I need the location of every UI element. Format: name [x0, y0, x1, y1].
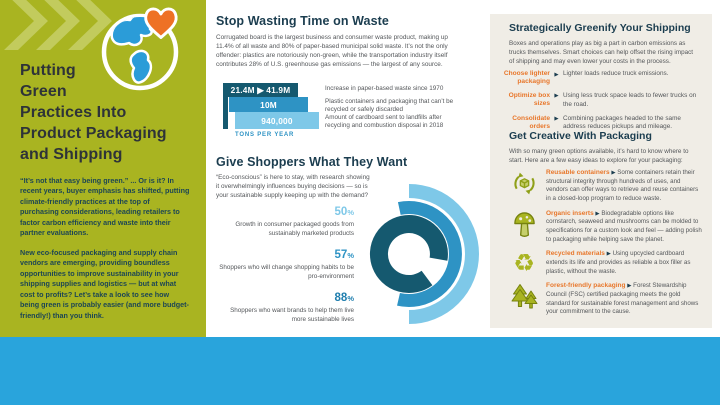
tip-text: Combining packages headed to the same ad… [563, 114, 681, 131]
bar-paper-waste: 21.4M ▶ 41.9M [223, 83, 298, 97]
stat-label: Growth in consumer packaged goods from s… [235, 221, 354, 237]
section-heading-waste: Stop Wasting Time on Waste [216, 14, 389, 28]
arrow-icon: ▶ [611, 170, 616, 176]
bar-chart-unit-label: TONS PER YEAR [235, 132, 295, 138]
recycle-icon: ♻ [513, 249, 535, 278]
idea-label: Organic inserts [546, 209, 594, 217]
tip-text: Lighter loads reduce truck emissions. [563, 70, 669, 77]
tip-label: Consolidate orders [512, 114, 550, 130]
bar-plastic-waste: 10M [229, 97, 308, 112]
shopper-stats-list: 50% Growth in consumer packaged goods fr… [216, 202, 354, 331]
idea-text: Reusable containers ▶ Some containers re… [546, 168, 704, 204]
tip-label: Choose lighter packaging [503, 70, 550, 86]
stat-value: 88 [334, 292, 348, 304]
waste-bar-chart: 21.4M ▶ 41.9M 10M 940,000 Increase in pa… [223, 81, 468, 143]
stat-88-percent: 88% Shoppers who want brands to help the… [216, 288, 354, 324]
stat-suffix: % [347, 251, 354, 260]
shoppers-intro-text: “Eco-conscious” is here to stay, with re… [216, 174, 370, 200]
right-panel: Strategically Greenify Your Shipping Box… [490, 14, 712, 328]
waste-intro-text: Corrugated board is the largest business… [216, 34, 448, 69]
bar-label-plastic: Plastic containers and packaging that ca… [325, 98, 454, 114]
section-heading-creative: Get Creative With Packaging [509, 130, 652, 142]
tip-text: Using less truck space leads to fewer tr… [563, 91, 697, 108]
reusable-containers-icon [502, 168, 546, 204]
creative-intro-text: With so many green options available, it… [509, 148, 689, 164]
footer-bar: WORLDWIDE EXPRESS® Eco-friendly shipping… [0, 337, 720, 405]
idea-description: Forest Stewardship Council (FSC) certifi… [546, 282, 699, 316]
idea-text: Organic inserts ▶ Biodegradable options … [546, 209, 704, 245]
arrow-icon: ▶ [595, 210, 600, 217]
packaging-ideas-list: Reusable containers ▶ Some containers re… [502, 168, 704, 322]
bar-label-paper: Increase in paper-based waste since 1970 [325, 85, 444, 92]
tip-lighter-packaging: Choose lighter packaging ▶ Lighter loads… [502, 70, 702, 87]
bar-chart-spine [223, 83, 228, 129]
middle-column: Stop Wasting Time on Waste Corrugated bo… [206, 0, 479, 337]
stat-value: 50 [334, 206, 348, 218]
idea-label: Forest-friendly packaging [546, 282, 626, 290]
idea-label: Reusable containers [546, 169, 610, 176]
sidebar-panel: Putting Green Practices Into Product Pac… [0, 0, 206, 337]
page-title-line: Putting [20, 62, 76, 79]
tip-optimize-boxes: Optimize box sizes ▶ Using less truck sp… [502, 92, 702, 110]
section-heading-shoppers: Give Shoppers What They Want [216, 155, 408, 169]
arrow-icon: ▶ [554, 116, 559, 123]
stat-suffix: % [347, 208, 354, 217]
idea-recycled-materials: ♻ Recycled materials ▶ Using upcycled ca… [502, 249, 704, 276]
arrow-icon: ▶ [627, 283, 632, 290]
concentric-donut-chart [369, 184, 479, 324]
stat-suffix: % [347, 294, 354, 303]
page-title: Putting Green Practices Into Product Pac… [20, 60, 198, 166]
idea-description: Using upcycled cardboard extends its lif… [546, 250, 691, 275]
idea-description: Some containers retain their structural … [546, 169, 699, 203]
arrow-icon: ▶ [606, 251, 611, 258]
stat-value: 57 [334, 249, 348, 261]
idea-description: Biodegradable options like cornstarch, s… [546, 209, 702, 243]
page-title-line: Practices Into [20, 104, 127, 122]
pine-trees-icon [502, 281, 546, 317]
idea-forest-friendly: Forest-friendly packaging ▶ Forest Stewa… [502, 281, 704, 317]
page-title-line: Green [20, 83, 67, 101]
tip-consolidate-orders: Consolidate orders ▶ Combining packages … [502, 115, 702, 133]
section-heading-greenify: Strategically Greenify Your Shipping [509, 22, 691, 34]
idea-reusable-containers: Reusable containers ▶ Some containers re… [502, 168, 704, 204]
arrow-icon: ▶ [554, 71, 559, 78]
idea-text: Forest-friendly packaging ▶ Forest Stewa… [546, 281, 704, 317]
idea-label: Recycled materials [546, 250, 605, 258]
arrow-icon: ▶ [554, 93, 559, 100]
sidebar-intro-paragraph-1: “It’s not that easy being green.” ... Or… [20, 176, 190, 238]
sidebar-intro-paragraph-2: New eco-focused packaging and supply cha… [20, 248, 189, 320]
globe-heart-illustration-icon [101, 7, 179, 91]
idea-text: Recycled materials ▶ Using upcycled card… [546, 249, 704, 276]
bar-cardboard-waste: 940,000 [235, 112, 319, 129]
stat-57-percent: 57% Shoppers who will change shopping ha… [216, 245, 354, 281]
greenify-tips-list: Choose lighter packaging ▶ Lighter loads… [502, 70, 702, 137]
page-title-line: Product Packaging [20, 125, 167, 143]
page-title-line: and Shipping [20, 146, 123, 164]
idea-organic-inserts: Organic inserts ▶ Biodegradable options … [502, 209, 704, 245]
chevrons-decoration-icon [4, 0, 112, 50]
stat-50-percent: 50% Growth in consumer packaged goods fr… [216, 202, 354, 238]
mushroom-icon [502, 209, 546, 245]
bar-label-cardboard: Amount of cardboard sent to landfills af… [325, 114, 444, 130]
stat-label: Shoppers who want brands to help them li… [230, 307, 354, 323]
stat-label: Shoppers who will change shopping habits… [219, 264, 354, 280]
greenify-intro-text: Boxes and operations play as big a part … [509, 40, 693, 65]
tip-label: Optimize box sizes [508, 91, 550, 108]
